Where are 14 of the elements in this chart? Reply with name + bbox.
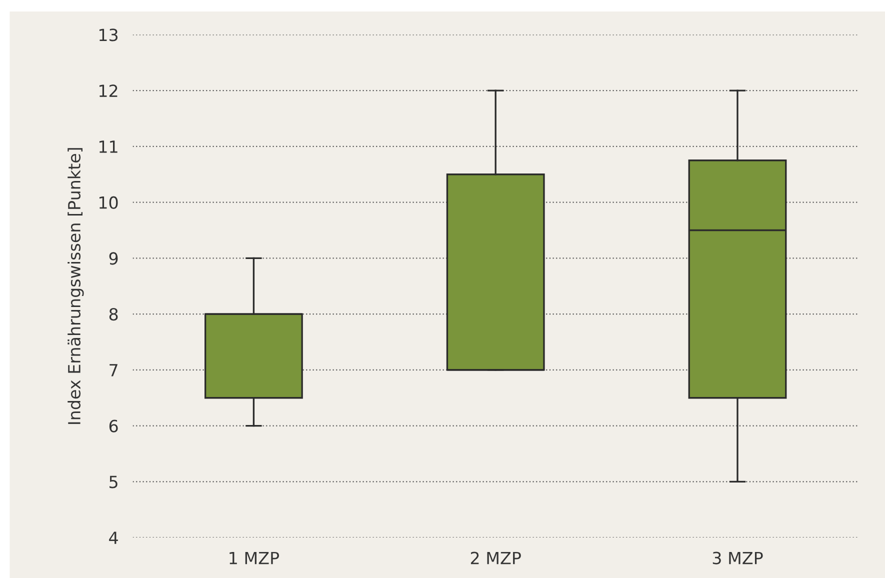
y-tick-label: 10	[99, 196, 118, 209]
x-tick-label: 2 MZP	[470, 552, 521, 564]
y-tick-label: 8	[109, 308, 118, 321]
y-tick-label: 6	[109, 420, 118, 432]
x-tick-label: 1 MZP	[230, 552, 280, 564]
y-tick-label: 5	[110, 476, 118, 488]
x-tick-label: 3 MZP	[712, 552, 763, 564]
y-tick-label: 7	[110, 364, 118, 376]
y-tick-label: 4	[109, 532, 118, 544]
y-tick-label: 9	[109, 252, 118, 265]
y-tick-label: 13	[99, 28, 118, 42]
y-axis-title: Index Ernährungswissen [Punkte]	[68, 148, 84, 424]
y-tick-label: 11	[99, 140, 118, 153]
y-tick-label: 12	[99, 84, 118, 97]
